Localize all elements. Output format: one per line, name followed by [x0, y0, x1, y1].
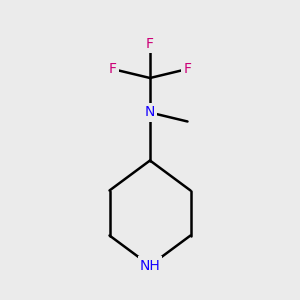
Text: N: N	[145, 106, 155, 119]
Text: NH: NH	[140, 259, 160, 272]
Text: F: F	[109, 62, 116, 76]
Text: F: F	[184, 62, 191, 76]
Text: F: F	[146, 37, 154, 50]
